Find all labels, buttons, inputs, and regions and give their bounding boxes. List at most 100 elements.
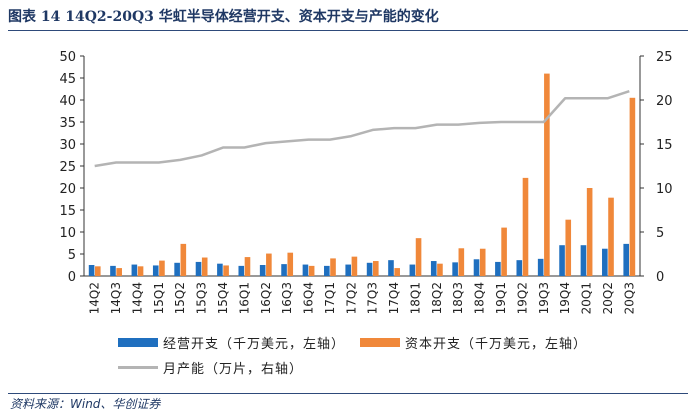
right-tick-label: 20 [656, 94, 673, 109]
bar-capex-18Q3 [458, 248, 465, 276]
bar-capex-16Q1 [244, 257, 251, 276]
bar-opex-19Q4 [559, 245, 565, 276]
x-tick-label-16Q3: 16Q3 [280, 282, 294, 314]
bar-opex-14Q2 [88, 265, 95, 276]
x-tick-label-18Q3: 18Q3 [451, 282, 465, 314]
bar-opex-17Q3 [366, 262, 373, 276]
right-tick-label: 0 [656, 270, 664, 285]
chart-capacity-line [94, 90, 630, 168]
bar-opex-16Q2 [259, 265, 266, 276]
bar-capex-17Q2 [351, 256, 358, 276]
bar-capex-16Q3 [287, 252, 294, 276]
x-tick-label-15Q2: 15Q2 [173, 282, 187, 314]
x-tick-label-16Q2: 16Q2 [259, 282, 273, 314]
bar-capex-14Q2 [94, 266, 101, 276]
x-tick-label-20Q3: 20Q3 [622, 282, 636, 314]
x-tick-label-17Q1: 17Q1 [323, 282, 337, 314]
bar-opex-18Q4 [473, 259, 480, 276]
bar-opex-17Q4 [388, 260, 394, 276]
bar-capex-15Q2 [180, 243, 187, 276]
bar-opex-16Q1 [238, 265, 245, 276]
bar-capex-19Q2 [522, 177, 529, 276]
bar-capex-16Q4 [308, 265, 315, 276]
title-divider [8, 30, 688, 31]
x-tick-label-20Q2: 20Q2 [601, 282, 615, 314]
x-tick-label-18Q2: 18Q2 [430, 282, 444, 314]
capacity-line-path [94, 90, 630, 168]
bar-opex-19Q2 [516, 260, 523, 276]
bar-capex-18Q2 [437, 263, 443, 276]
source-note: 资料来源：Wind、华创证券 [10, 397, 161, 411]
left-tick-label: 30 [59, 138, 76, 153]
bar-opex-18Q1 [409, 264, 416, 276]
left-tick-label: 0 [68, 270, 76, 285]
bar-capex-16Q2 [266, 253, 272, 276]
x-tick-label-18Q1: 18Q1 [408, 282, 422, 314]
x-tick-label-17Q3: 17Q3 [366, 282, 380, 314]
bar-capex-15Q1 [159, 260, 165, 276]
figure-title: 图表 14 14Q2-20Q3 华虹半导体经营开支、资本开支与产能的变化 [8, 9, 439, 25]
bar-capex-19Q1 [501, 227, 507, 276]
right-tick-label: 15 [656, 138, 673, 153]
bar-capex-17Q1 [330, 258, 336, 276]
x-tick-label-18Q4: 18Q4 [473, 282, 487, 314]
bar-opex-18Q3 [452, 262, 458, 276]
bar-capex-14Q4 [137, 266, 144, 276]
bar-opex-20Q2 [602, 248, 608, 276]
bar-opex-20Q3 [623, 243, 630, 276]
bar-capex-17Q3 [372, 261, 379, 276]
bar-capex-20Q1 [586, 188, 593, 276]
bar-opex-20Q1 [580, 245, 587, 276]
chart-axes: 0 5 10 15 20 25 30 35 40 45 50 0 5 10 15 20 25 [59, 50, 672, 285]
left-tick-label: 10 [59, 226, 76, 241]
chart-x-tick-labels: 14Q2 14Q3 14Q4 15Q1 15Q2 15Q3 15Q4 16Q1 16Q2 16Q3… [88, 282, 637, 314]
bar-opex-16Q3 [281, 264, 287, 276]
x-tick-label-19Q2: 19Q2 [515, 282, 529, 314]
bar-capex-17Q4 [394, 268, 400, 276]
right-tick-label: 5 [656, 226, 664, 241]
x-tick-label-16Q1: 16Q1 [237, 282, 251, 314]
left-tick-label: 40 [59, 94, 76, 109]
bar-opex-14Q4 [131, 264, 138, 276]
bar-opex-18Q2 [430, 261, 437, 276]
x-tick-label-19Q1: 19Q1 [494, 282, 508, 314]
bar-capex-18Q4 [479, 248, 486, 276]
x-tick-label-15Q1: 15Q1 [152, 282, 166, 314]
bar-opex-19Q3 [537, 258, 544, 276]
bar-opex-17Q2 [345, 264, 352, 276]
bar-capex-19Q3 [544, 73, 550, 276]
bar-opex-15Q3 [195, 261, 202, 276]
bar-capex-19Q4 [565, 219, 572, 276]
x-tick-label-14Q2: 14Q2 [88, 282, 102, 314]
bar-opex-17Q1 [324, 265, 330, 276]
bar-opex-19Q1 [495, 261, 501, 276]
x-tick-label-16Q4: 16Q4 [302, 282, 316, 314]
bar-opex-15Q4 [217, 263, 223, 276]
right-tick-label: 25 [656, 50, 673, 65]
x-tick-label-20Q1: 20Q1 [580, 282, 594, 314]
left-tick-label: 15 [59, 204, 76, 219]
bar-opex-15Q2 [174, 262, 180, 276]
left-tick-label: 5 [68, 248, 76, 263]
bar-opex-14Q3 [110, 265, 116, 276]
chart-bars [88, 73, 636, 276]
bar-opex-15Q1 [152, 265, 159, 276]
bar-capex-15Q3 [201, 257, 208, 276]
x-tick-label-17Q4: 17Q4 [387, 282, 401, 314]
x-tick-label-17Q2: 17Q2 [344, 282, 358, 314]
left-tick-label: 25 [59, 160, 76, 175]
bar-capex-18Q1 [415, 238, 422, 276]
bar-capex-20Q3 [629, 97, 636, 276]
x-tick-label-14Q4: 14Q4 [130, 282, 144, 314]
bar-capex-15Q4 [223, 265, 229, 276]
left-tick-label: 35 [59, 116, 76, 131]
x-tick-label-19Q3: 19Q3 [537, 282, 551, 314]
bar-opex-16Q4 [302, 264, 309, 276]
x-tick-label-19Q4: 19Q4 [558, 282, 572, 314]
left-tick-label: 45 [59, 72, 76, 87]
bar-capex-20Q2 [608, 197, 614, 276]
right-tick-label: 10 [656, 182, 673, 197]
x-tick-label-14Q3: 14Q3 [109, 282, 123, 314]
bar-capex-14Q3 [116, 268, 122, 276]
